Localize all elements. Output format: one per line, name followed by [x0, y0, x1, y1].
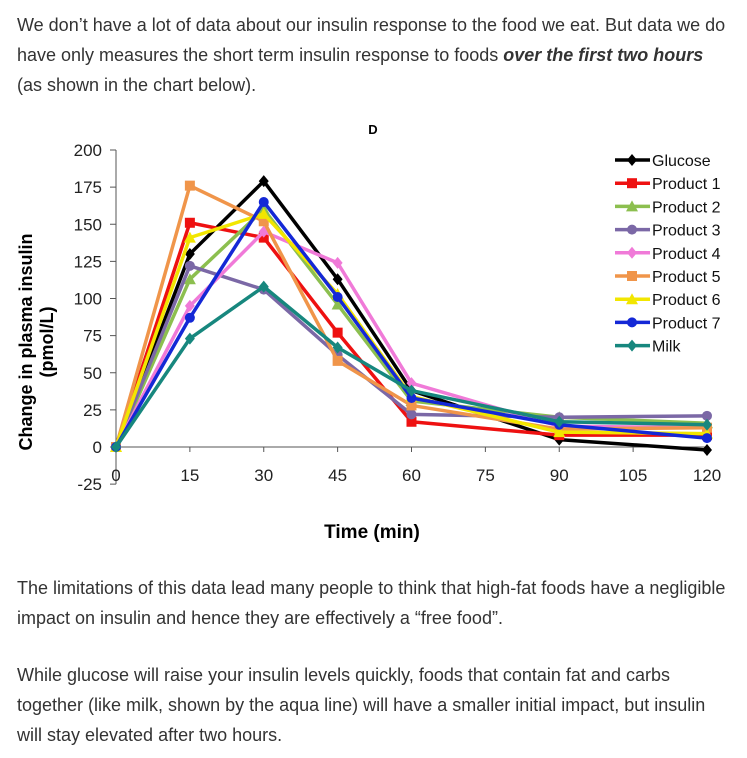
data-point-milk: [702, 418, 712, 431]
series-milk: [111, 280, 712, 453]
x-axis-label: Time (min): [324, 522, 420, 543]
data-point-milk: [258, 280, 269, 293]
y-tick-label: -25: [77, 475, 102, 494]
x-tick-label: 30: [254, 466, 273, 485]
data-point-product-7: [702, 433, 712, 444]
data-point-product-3: [702, 410, 712, 421]
legend-marker-product-6: [626, 293, 638, 305]
data-point-product-1: [184, 217, 195, 228]
legend-label: Product 6: [652, 292, 721, 309]
intro-text-start: We don’t have a lot of data about our in…: [17, 15, 726, 65]
legend-item-product-7: Product 7: [615, 315, 721, 332]
legend-marker-product-3: [627, 224, 637, 235]
legend-item-product-6: Product 6: [615, 292, 721, 309]
x-tick-label: 45: [328, 466, 347, 485]
data-point-product-7: [406, 392, 417, 403]
legend-label: Glucose: [652, 153, 711, 170]
legend-item-milk: Milk: [615, 339, 681, 356]
y-tick-label: 50: [83, 364, 102, 383]
y-axis-label-line2: (pmol/L): [37, 307, 57, 378]
y-tick-label: 100: [74, 290, 102, 309]
limitations-paragraph: The limitations of this data lead many p…: [17, 578, 726, 628]
y-axis-label-line1: Change in plasma insulin: [16, 233, 36, 450]
data-point-product-5: [258, 216, 269, 227]
chart-axes: -25 0 25 50 75 100 125 150 175 200 0 15 30 45 60 75 90 10…: [74, 141, 722, 494]
x-tick-label: 75: [476, 466, 495, 485]
x-tick-label: 120: [693, 466, 721, 485]
legend-label: Product 4: [652, 246, 721, 263]
legend-item-product-1: Product 1: [615, 176, 721, 193]
data-point-milk: [111, 441, 121, 453]
intro-text-end: (as shown in the chart below).: [17, 75, 257, 95]
legend-marker-product-5: [627, 271, 637, 281]
data-point-glucose: [184, 247, 195, 260]
legend-label: Product 2: [652, 199, 721, 216]
data-point-product-7: [332, 292, 343, 303]
data-point-product-1: [332, 327, 343, 338]
legend-marker-product-2: [626, 200, 638, 212]
x-tick-label: 0: [111, 466, 120, 485]
legend-marker-product-4: [627, 246, 637, 259]
legend-marker-product-7: [627, 317, 637, 328]
data-point-product-6: [553, 426, 566, 438]
data-point-milk: [554, 415, 565, 428]
x-tick-label: 105: [619, 466, 647, 485]
data-point-product-5: [406, 400, 417, 411]
y-tick-label: 200: [74, 141, 102, 160]
legend-label: Milk: [652, 339, 681, 356]
insulin-response-chart: D Change in plasma insulin (pmol/L) Time…: [16, 122, 722, 543]
data-point-milk: [406, 384, 417, 397]
data-point-product-1: [406, 416, 417, 427]
y-tick-label: 75: [83, 327, 102, 346]
data-point-product-5: [184, 180, 195, 191]
data-point-glucose: [702, 443, 712, 456]
chart-legend: Glucose Product 1 Product 2 Product 3 Produc…: [615, 153, 721, 356]
y-tick-label: 150: [74, 215, 102, 234]
data-point-glucose: [332, 273, 343, 286]
legend-item-glucose: Glucose: [615, 153, 711, 170]
panel-letter: D: [368, 122, 377, 137]
legend-label: Product 1: [652, 176, 721, 193]
legend-label: Product 3: [652, 223, 721, 240]
data-point-product-6: [183, 231, 196, 243]
legend-item-product-3: Product 3: [615, 223, 721, 240]
data-point-glucose: [258, 175, 269, 188]
data-point-product-7: [258, 196, 269, 207]
x-tick-label: 15: [180, 466, 199, 485]
y-tick-label: 125: [74, 252, 102, 271]
data-point-product-3: [406, 409, 417, 420]
glucose-milk-paragraph: While glucose will raise your insulin le…: [17, 665, 706, 745]
data-point-product-4: [184, 299, 195, 312]
data-point-product-5: [332, 355, 343, 366]
legend-item-product-5: Product 5: [615, 269, 721, 286]
legend-item-product-2: Product 2: [615, 199, 721, 216]
legend-marker-milk: [627, 339, 637, 352]
legend-marker-glucose: [627, 154, 637, 166]
y-tick-label: 25: [83, 401, 102, 420]
data-point-product-2: [183, 273, 196, 285]
y-axis-title: Change in plasma insulin (pmol/L): [16, 233, 57, 450]
data-point-milk: [332, 341, 343, 354]
data-point-product-3: [184, 260, 195, 271]
data-point-product-6: [257, 207, 270, 219]
data-point-product-4: [332, 256, 343, 269]
data-point-milk: [184, 332, 195, 345]
legend-item-product-4: Product 4: [615, 246, 721, 263]
intro-emphasis: over the first two hours: [503, 45, 704, 65]
data-point-product-4: [406, 377, 417, 390]
x-tick-label: 60: [402, 466, 421, 485]
legend-marker-product-1: [627, 178, 637, 189]
data-point-product-2: [331, 298, 344, 310]
y-tick-label: 0: [93, 438, 102, 457]
data-point-product-7: [184, 312, 195, 323]
x-tick-label: 90: [550, 466, 569, 485]
legend-label: Product 7: [652, 315, 721, 332]
y-tick-label: 175: [74, 178, 102, 197]
chart-series: [110, 175, 713, 456]
intro-paragraph: We don’t have a lot of data about our in…: [17, 10, 732, 100]
legend-label: Product 5: [652, 269, 721, 286]
